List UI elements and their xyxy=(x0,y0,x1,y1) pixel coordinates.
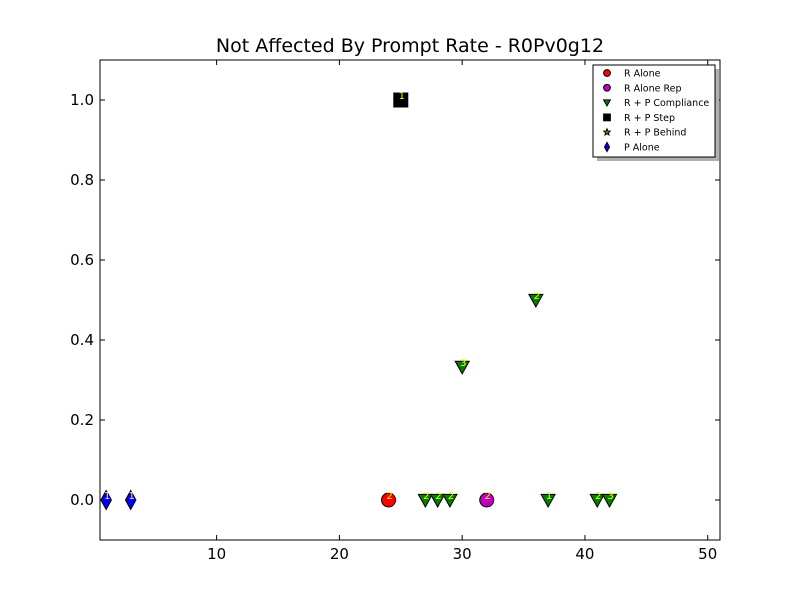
y-tick-label: 0.6 xyxy=(70,251,94,269)
point-label-r-p-compliance: 3 xyxy=(607,491,613,502)
point-label-r-p-compliance: 2 xyxy=(435,491,441,502)
x-tick-label: 20 xyxy=(330,545,349,563)
point-label-r-p-compliance: 3 xyxy=(460,358,466,369)
point-r-alone-rep xyxy=(479,492,495,508)
legend-label-r-alone: R Alone xyxy=(624,69,661,80)
legend-box xyxy=(592,64,716,158)
x-tick-label: 40 xyxy=(575,545,594,563)
y-tick-label: 1.0 xyxy=(70,91,94,109)
point-label-r-p-compliance: 2 xyxy=(448,491,454,502)
y-tick-label: 0.2 xyxy=(70,411,94,429)
point-r-p-compliance xyxy=(601,493,618,509)
point-label-r-p-compliance: 2 xyxy=(595,491,601,502)
point-p-alone xyxy=(124,489,137,511)
point-r-p-compliance xyxy=(429,493,446,509)
legend-label-r-p-behind: R + P Behind xyxy=(624,128,686,139)
legend-marker-r-p-step xyxy=(603,113,611,122)
point-r-p-compliance xyxy=(454,360,471,375)
legend-label-r-p-step: R + P Step xyxy=(624,113,675,124)
point-label-r-alone-rep: 2 xyxy=(485,491,491,502)
x-tick-label: 10 xyxy=(207,545,226,563)
point-r-p-compliance xyxy=(527,293,544,309)
point-label-p-alone: 1 xyxy=(104,491,110,502)
y-tick-label: 0.8 xyxy=(70,171,94,189)
point-label-r-p-compliance: 2 xyxy=(423,491,429,502)
legend-marker-r-p-behind xyxy=(602,127,612,137)
point-p-alone xyxy=(100,489,112,511)
point-r-p-compliance xyxy=(442,493,458,509)
legend-marker-r-alone xyxy=(603,69,611,77)
legend-marker-p-alone xyxy=(603,141,611,153)
x-tick-label: 50 xyxy=(698,545,717,563)
point-r-p-compliance xyxy=(589,493,606,509)
legend-label-p-alone: P Alone xyxy=(624,143,660,154)
legend: R Alone R Alone Rep R + P Compliance R + P … xyxy=(592,64,719,161)
legend-label-r-alone-rep: R Alone Rep xyxy=(624,83,682,94)
point-r-alone xyxy=(381,492,397,508)
point-label-r-p-compliance: 1 xyxy=(546,491,552,502)
point-label-r-p-step: 1 xyxy=(399,91,405,102)
legend-label-r-p-compliance: R + P Compliance xyxy=(624,98,709,109)
point-label-p-alone: 1 xyxy=(129,491,135,502)
point-label-r-alone: 2 xyxy=(386,491,392,502)
point-r-p-compliance xyxy=(540,493,556,509)
legend-marker-r-alone-rep xyxy=(603,83,611,92)
point-r-p-step xyxy=(393,92,409,108)
legend-marker-r-p-compliance xyxy=(602,99,612,108)
y-tick-label: 0.4 xyxy=(70,331,94,349)
point-r-p-compliance xyxy=(417,493,434,509)
chart-title: Not Affected By Prompt Rate - R0Pv0g12 xyxy=(216,35,604,57)
point-label-r-p-compliance: 2 xyxy=(534,291,540,302)
x-tick-label: 30 xyxy=(453,545,472,563)
y-tick-label: 0.0 xyxy=(70,491,94,509)
